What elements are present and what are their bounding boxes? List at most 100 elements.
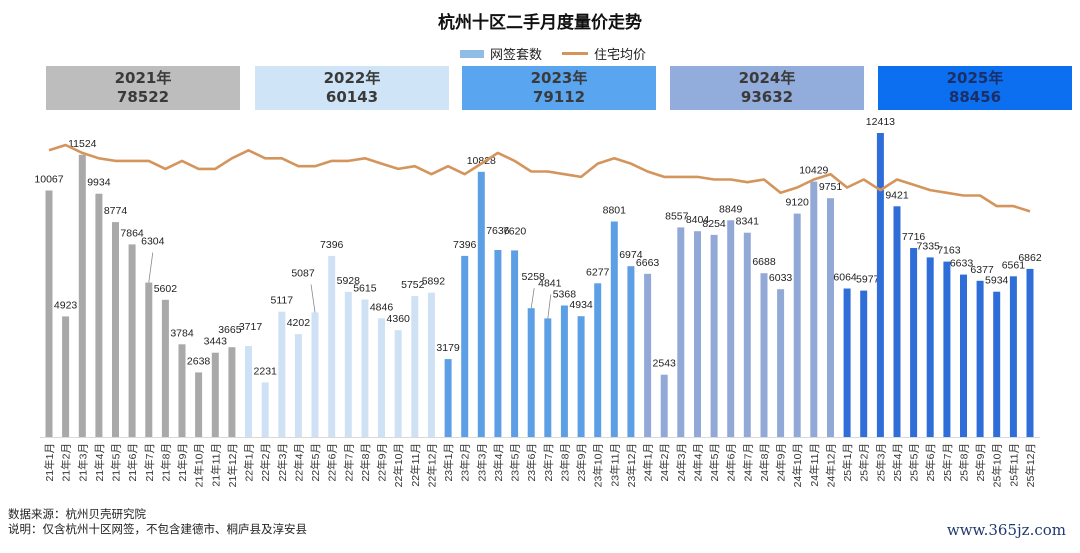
bar-value-label: 4923 [54,299,78,311]
bar-value-label: 8557 [665,210,689,222]
bar-22年7月 [344,291,352,437]
legend: 网签套数 住宅均价 [460,44,646,63]
bar-value-label: 3179 [436,342,460,354]
bar-21年9月 [178,344,186,437]
x-tick-label: 25年4月 [891,443,904,482]
label-leader-line [310,284,316,313]
year-total: 79112 [532,88,586,106]
bar-24年8月 [760,273,768,437]
bar-value-label: 12413 [866,116,895,128]
year-total: 60143 [325,88,379,106]
bar-value-label: 6663 [636,257,660,269]
price-line [48,143,1031,213]
bar-value-label: 9751 [819,181,843,193]
year-label: 2024年 [738,69,796,87]
bar-value-label: 10429 [799,165,828,177]
bar-23年1月 [444,359,452,437]
bar-value-label: 9120 [786,197,810,209]
bar-23年10月 [594,283,602,437]
x-tick-label: 24年12月 [825,443,838,487]
x-tick-label: 24年7月 [741,443,754,482]
year-label: 2021年 [114,69,172,87]
bar-value-label: 6277 [586,266,610,278]
x-tick-label: 21年8月 [159,443,172,482]
x-tick-label: 21年2月 [60,443,73,482]
bar-value-label: 2543 [653,358,677,370]
x-tick-label: 23年12月 [625,443,638,487]
bar-value-label: 6974 [619,249,643,261]
x-tick-label: 22年3月 [276,443,289,482]
bar-22年11月 [411,296,419,437]
label-leader-line [530,288,535,309]
bar-21年12月 [228,347,236,437]
legend-bar-label: 网签套数 [490,48,543,63]
bar-value-label: 8404 [686,214,710,226]
bar-value-label: 5368 [553,289,577,301]
bar-value-label: 9421 [885,189,909,201]
bar-value-label: 5928 [337,275,361,287]
bar-value-label: 10067 [34,174,63,186]
year-box-2025: 2025年 88456 [878,66,1072,110]
x-tick-label: 24年1月 [642,443,655,482]
bar-value-label: 2638 [187,355,211,367]
x-tick-label: 21年5月 [110,443,123,482]
bar-value-label: 8254 [702,218,726,230]
bar-value-label: 9934 [87,177,111,189]
bar-value-label: 2231 [254,365,278,377]
x-tick-label: 21年10月 [193,443,206,487]
bar-value-label: 7620 [503,225,527,237]
legend-line-label: 住宅均价 [594,48,647,63]
x-tick-label: 23年8月 [558,443,571,482]
bar-25年11月 [1009,276,1017,437]
x-tick-label: 25年11月 [1007,443,1020,487]
x-tick-label: 23年2月 [459,443,472,482]
bar-25年5月 [910,248,918,437]
bar-value-label: 6033 [769,272,793,284]
bar-value-label: 4202 [287,317,311,329]
bar-25年1月 [843,288,851,437]
bar-25年7月 [943,261,951,437]
bar-21年7月 [145,282,153,437]
bar-value-label: 7335 [917,240,941,252]
bar-value-label: 6688 [752,256,776,268]
x-tick-label: 24年4月 [692,443,705,482]
x-tick-label: 25年9月 [974,443,987,482]
x-tick-label: 21年4月 [93,443,106,482]
bar-value-label: 5117 [271,295,294,307]
x-tick-label: 22年6月 [326,443,339,482]
bar-24年6月 [727,220,735,437]
x-tick-label: 23年4月 [492,443,505,482]
bar-22年10月 [394,330,402,437]
x-tick-label: 24年5月 [708,443,721,482]
bar-value-label: 5752 [401,279,425,291]
bar-value-label: 3784 [170,327,194,339]
bar-value-label: 6633 [950,258,974,270]
x-tick-label: 22年12月 [425,443,438,487]
year-label: 2025年 [946,69,1004,87]
x-tick-label: 23年3月 [475,443,488,482]
bar-23年6月 [527,308,535,437]
x-tick-label: 24年9月 [775,443,788,482]
bar-23年5月 [511,250,519,437]
bar-25年9月 [976,280,984,437]
bar-21年1月 [45,190,53,437]
bar-24年11月 [810,181,818,437]
bar-22年2月 [261,382,269,437]
bar-value-label: 5615 [353,283,377,295]
x-tick-label: 21年7月 [143,443,156,482]
bar-22年6月 [328,255,336,437]
x-tick-label: 25年5月 [908,443,921,482]
bar-value-label: 4934 [569,299,593,311]
x-tick-label: 24年10月 [791,443,804,487]
bar-value-label: 6862 [1018,252,1042,264]
bar-24年3月 [677,227,685,437]
bar-23年9月 [577,316,585,437]
bar-value-label: 8849 [719,203,743,215]
x-tick-label: 25年2月 [858,443,871,482]
label-leader-line [148,252,154,283]
bar-value-label: 5892 [422,276,446,288]
bar-value-label: 6561 [1002,259,1026,271]
x-tick-label: 23年1月 [442,443,455,482]
bar-value-label: 5258 [522,271,546,283]
bar-21年10月 [195,372,203,437]
